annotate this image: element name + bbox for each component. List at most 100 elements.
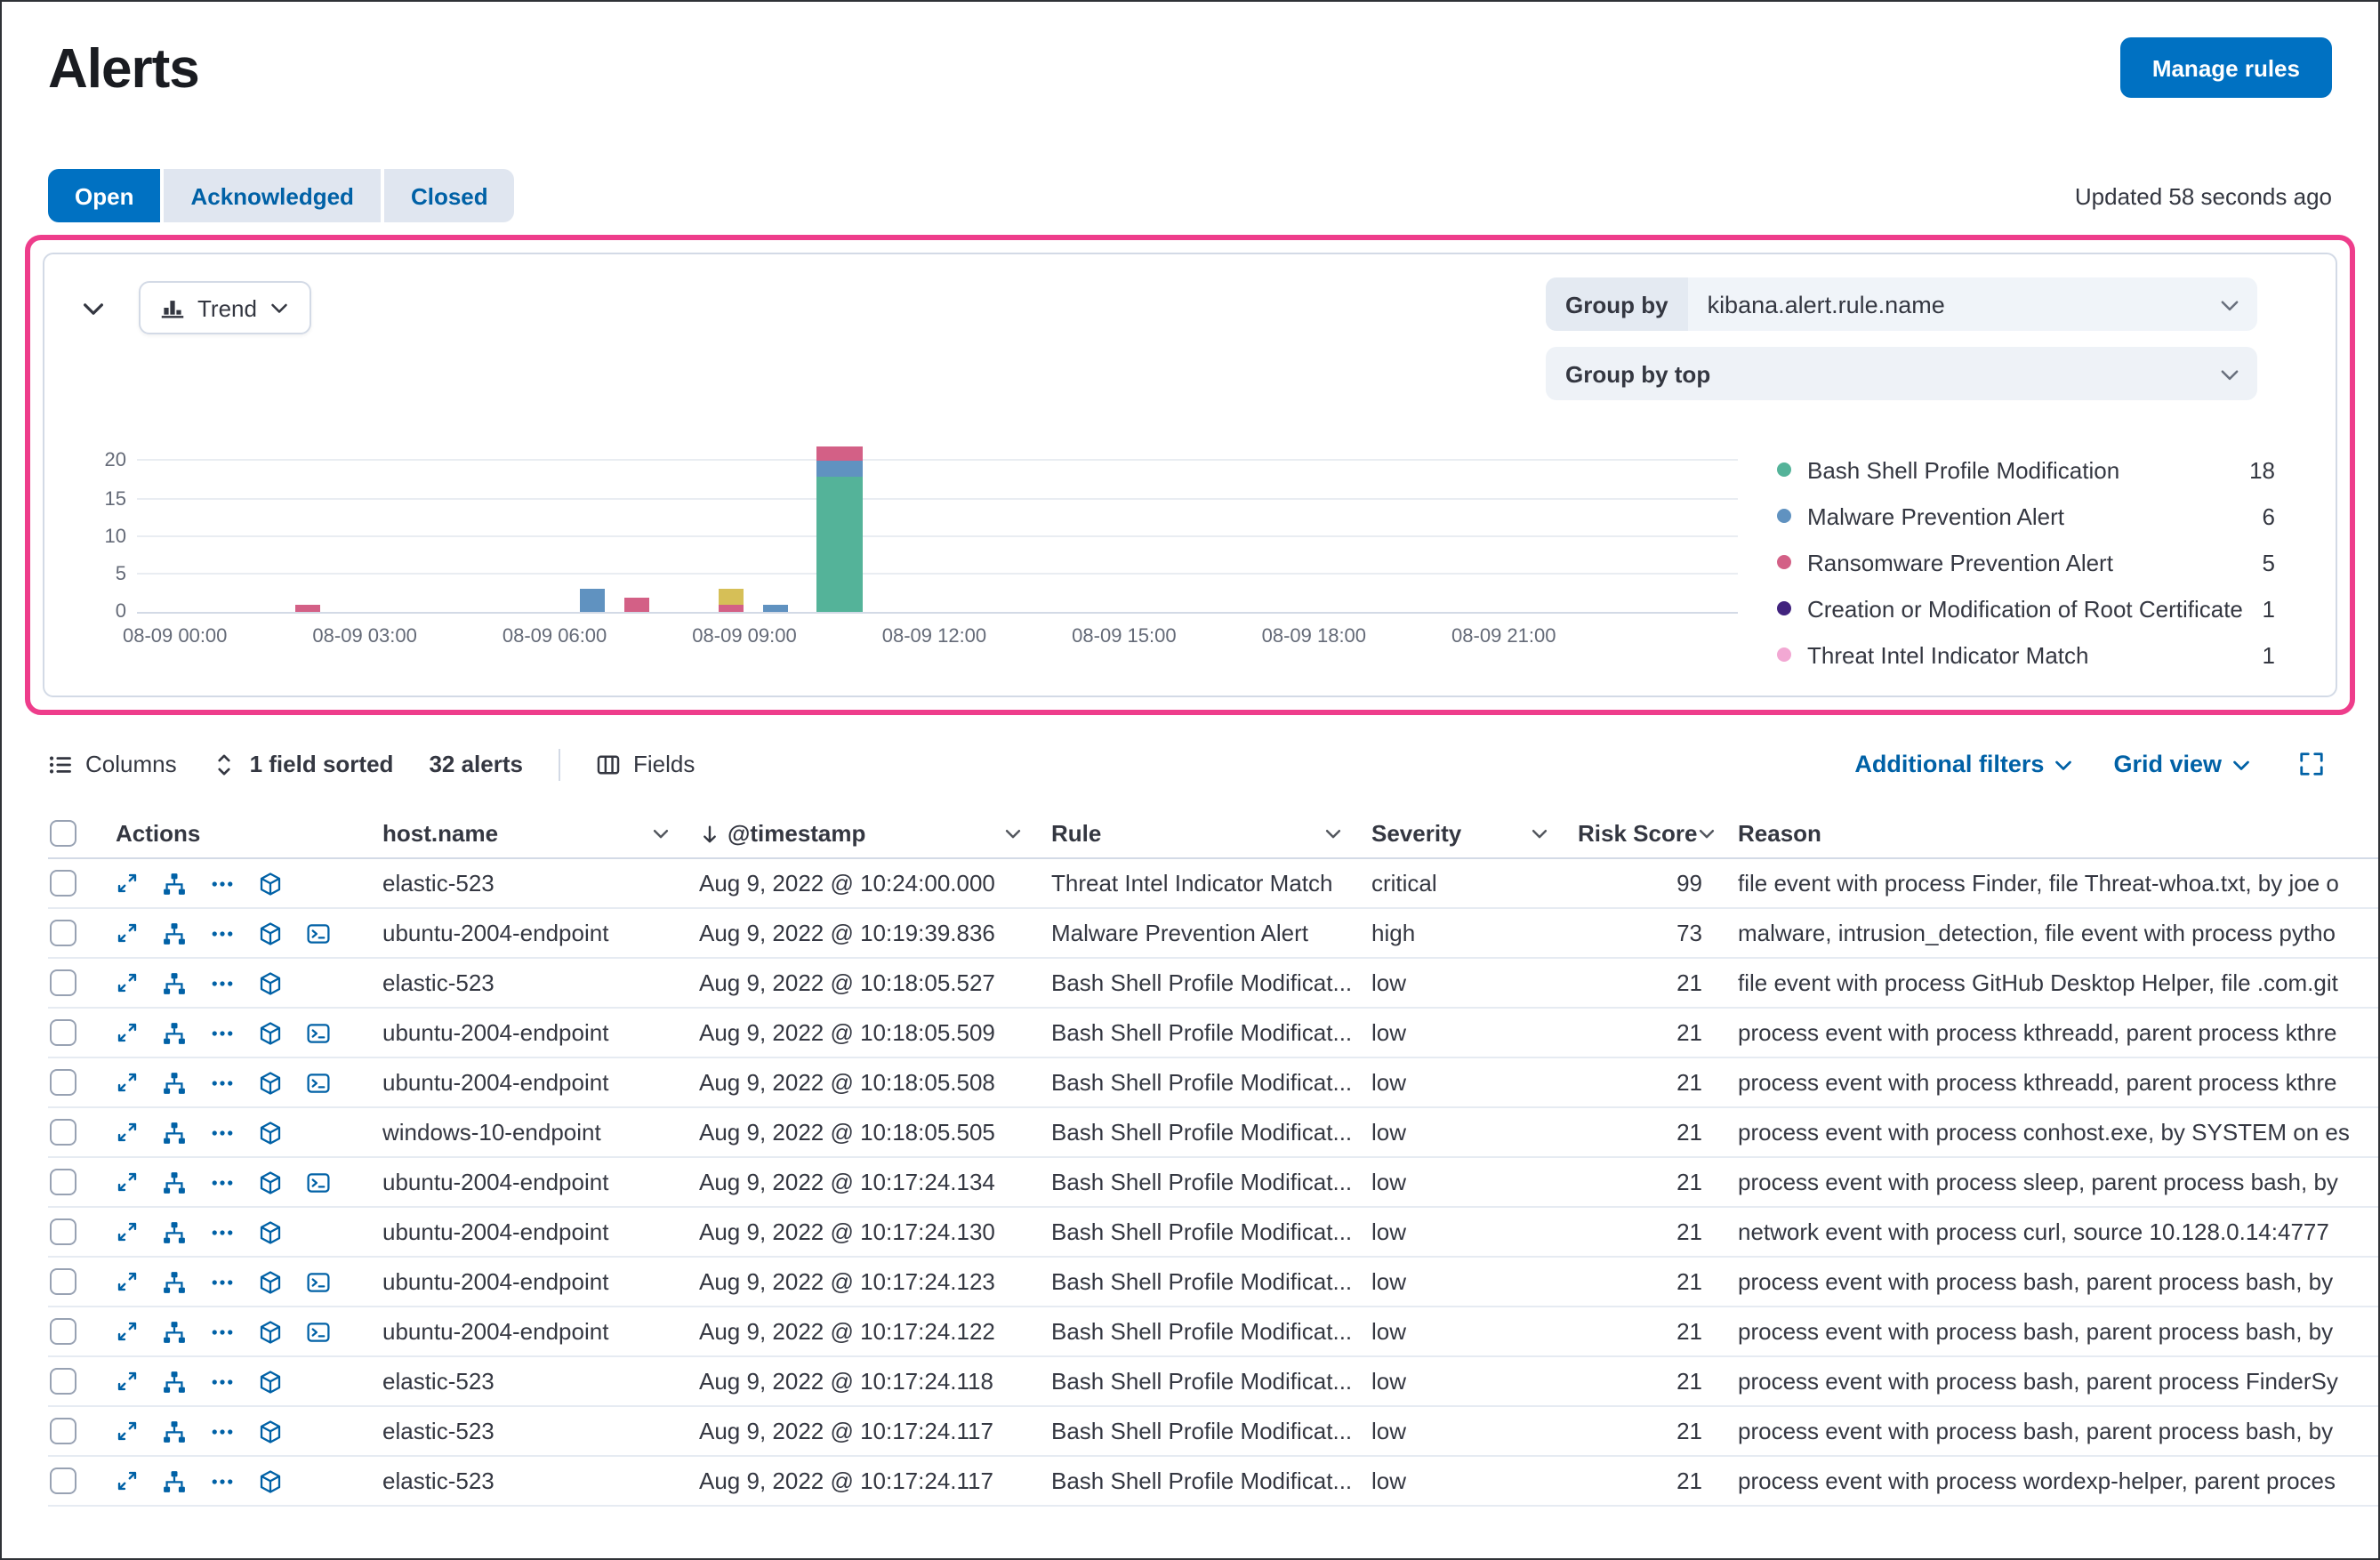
analyze-event-icon[interactable] <box>162 970 187 995</box>
tab-acknowledged[interactable]: Acknowledged <box>164 169 381 222</box>
more-actions-icon[interactable] <box>210 1070 235 1095</box>
analyze-event-icon[interactable] <box>162 1020 187 1045</box>
expand-alert-icon[interactable] <box>116 1320 139 1343</box>
trend-bar[interactable] <box>816 446 863 612</box>
header-rule[interactable]: Rule <box>1051 820 1371 847</box>
more-actions-icon[interactable] <box>210 1319 235 1344</box>
more-actions-icon[interactable] <box>210 970 235 995</box>
row-checkbox[interactable] <box>50 1119 76 1146</box>
expand-alert-icon[interactable] <box>116 1419 139 1443</box>
tab-closed[interactable]: Closed <box>383 169 515 222</box>
analyze-event-icon[interactable] <box>162 871 187 896</box>
grid-view-button[interactable]: Grid view <box>2113 751 2252 777</box>
investigate-in-timeline-icon[interactable] <box>258 1120 283 1145</box>
open-session-viewer-icon[interactable] <box>306 1319 331 1344</box>
legend-item[interactable]: Bash Shell Profile Modification 18 <box>1777 446 2275 493</box>
more-actions-icon[interactable] <box>210 1419 235 1443</box>
expand-alert-icon[interactable] <box>116 1071 139 1094</box>
row-checkbox[interactable] <box>50 1318 76 1345</box>
open-session-viewer-icon[interactable] <box>306 1070 331 1095</box>
analyze-event-icon[interactable] <box>162 1170 187 1194</box>
analyze-event-icon[interactable] <box>162 921 187 945</box>
legend-item[interactable]: Malware Prevention Alert 6 <box>1777 493 2275 539</box>
row-checkbox[interactable] <box>50 1069 76 1096</box>
expand-alert-icon[interactable] <box>116 1121 139 1144</box>
row-checkbox[interactable] <box>50 920 76 946</box>
more-actions-icon[interactable] <box>210 1468 235 1493</box>
trend-bar[interactable] <box>763 604 789 612</box>
additional-filters-button[interactable]: Additional filters <box>1854 751 2074 777</box>
group-by-select[interactable]: Group by kibana.alert.rule.name <box>1546 277 2257 331</box>
analyze-event-icon[interactable] <box>162 1120 187 1145</box>
sorted-fields-button[interactable]: 1 field sorted <box>213 751 393 777</box>
columns-button[interactable]: Columns <box>48 751 177 777</box>
analyze-event-icon[interactable] <box>162 1269 187 1294</box>
open-session-viewer-icon[interactable] <box>306 1020 331 1045</box>
investigate-in-timeline-icon[interactable] <box>258 1369 283 1394</box>
group-by-top-select[interactable]: Group by top <box>1546 347 2257 400</box>
header-risk-score[interactable]: Risk Score <box>1578 820 1738 847</box>
header-timestamp[interactable]: @timestamp <box>699 820 1051 847</box>
analyze-event-icon[interactable] <box>162 1070 187 1095</box>
legend-item[interactable]: Threat Intel Indicator Match 1 <box>1777 631 2275 678</box>
investigate-in-timeline-icon[interactable] <box>258 1468 283 1493</box>
row-checkbox[interactable] <box>50 1418 76 1444</box>
more-actions-icon[interactable] <box>210 1170 235 1194</box>
analyze-event-icon[interactable] <box>162 1419 187 1443</box>
more-actions-icon[interactable] <box>210 871 235 896</box>
trend-bar[interactable] <box>624 597 650 612</box>
header-host-name[interactable]: host.name <box>382 820 699 847</box>
investigate-in-timeline-icon[interactable] <box>258 1070 283 1095</box>
expand-alert-icon[interactable] <box>116 1469 139 1492</box>
row-checkbox[interactable] <box>50 870 76 897</box>
row-checkbox[interactable] <box>50 1268 76 1295</box>
more-actions-icon[interactable] <box>210 1269 235 1294</box>
open-session-viewer-icon[interactable] <box>306 1269 331 1294</box>
legend-item[interactable]: Ransomware Prevention Alert 5 <box>1777 539 2275 585</box>
analyze-event-icon[interactable] <box>162 1468 187 1493</box>
investigate-in-timeline-icon[interactable] <box>258 1170 283 1194</box>
row-checkbox[interactable] <box>50 1169 76 1195</box>
select-all-checkbox[interactable] <box>50 820 76 847</box>
fields-button[interactable]: Fields <box>596 751 695 777</box>
investigate-in-timeline-icon[interactable] <box>258 1419 283 1443</box>
more-actions-icon[interactable] <box>210 1219 235 1244</box>
analyze-event-icon[interactable] <box>162 1319 187 1344</box>
more-actions-icon[interactable] <box>210 1020 235 1045</box>
investigate-in-timeline-icon[interactable] <box>258 1020 283 1045</box>
investigate-in-timeline-icon[interactable] <box>258 970 283 995</box>
tab-open[interactable]: Open <box>48 169 161 222</box>
more-actions-icon[interactable] <box>210 921 235 945</box>
trend-bar[interactable] <box>295 604 321 612</box>
expand-alert-icon[interactable] <box>116 921 139 945</box>
investigate-in-timeline-icon[interactable] <box>258 1319 283 1344</box>
expand-alert-icon[interactable] <box>116 872 139 895</box>
investigate-in-timeline-icon[interactable] <box>258 1269 283 1294</box>
open-session-viewer-icon[interactable] <box>306 921 331 945</box>
expand-alert-icon[interactable] <box>116 1270 139 1293</box>
expand-alert-icon[interactable] <box>116 1370 139 1393</box>
trend-bar[interactable] <box>719 589 744 612</box>
header-severity[interactable]: Severity <box>1371 820 1578 847</box>
expand-alert-icon[interactable] <box>116 1021 139 1044</box>
investigate-in-timeline-icon[interactable] <box>258 871 283 896</box>
collapse-chart-button[interactable] <box>73 287 114 328</box>
expand-alert-icon[interactable] <box>116 1170 139 1194</box>
chart-view-select[interactable]: Trend <box>139 281 312 334</box>
legend-item[interactable]: Creation or Modification of Root Certifi… <box>1777 585 2275 631</box>
row-checkbox[interactable] <box>50 969 76 996</box>
investigate-in-timeline-icon[interactable] <box>258 921 283 945</box>
row-checkbox[interactable] <box>50 1019 76 1046</box>
row-checkbox[interactable] <box>50 1218 76 1245</box>
fullscreen-button[interactable] <box>2291 744 2332 784</box>
more-actions-icon[interactable] <box>210 1120 235 1145</box>
manage-rules-button[interactable]: Manage rules <box>2119 37 2332 98</box>
open-session-viewer-icon[interactable] <box>306 1170 331 1194</box>
analyze-event-icon[interactable] <box>162 1219 187 1244</box>
expand-alert-icon[interactable] <box>116 971 139 994</box>
more-actions-icon[interactable] <box>210 1369 235 1394</box>
row-checkbox[interactable] <box>50 1368 76 1395</box>
trend-bar[interactable] <box>580 589 606 612</box>
analyze-event-icon[interactable] <box>162 1369 187 1394</box>
expand-alert-icon[interactable] <box>116 1220 139 1243</box>
